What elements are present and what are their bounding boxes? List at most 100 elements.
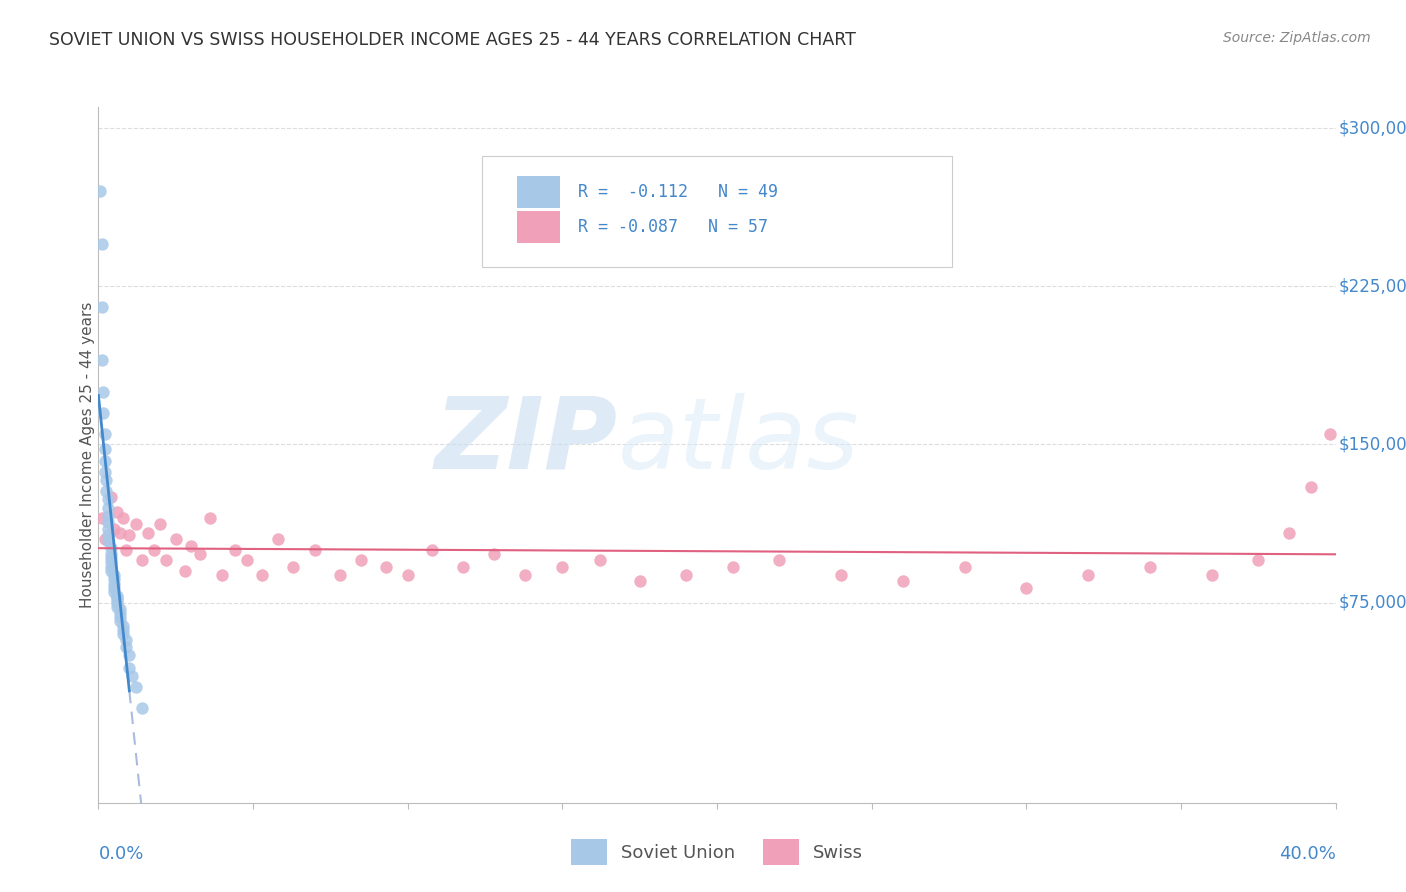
Point: [115, 542, 138, 557]
Point: [93, 442, 115, 456]
Point: [252, 568, 274, 582]
Point: [224, 542, 246, 557]
Point: [105, 593, 128, 607]
Text: R =  -0.112   N = 49: R = -0.112 N = 49: [578, 183, 779, 201]
Point: [551, 559, 574, 574]
Point: [675, 568, 697, 582]
Point: [1201, 568, 1223, 582]
Point: [375, 559, 398, 574]
Point: [103, 585, 125, 599]
Point: [118, 528, 141, 542]
Point: [93, 426, 115, 441]
Point: [1247, 553, 1270, 567]
Point: [267, 533, 290, 547]
Point: [90, 301, 112, 315]
Point: [108, 606, 131, 620]
Point: [165, 533, 187, 547]
Text: 0.0%: 0.0%: [98, 845, 143, 863]
Point: [1015, 581, 1038, 595]
Point: [236, 553, 259, 567]
Point: [515, 568, 537, 582]
Point: [721, 559, 744, 574]
Point: [100, 551, 122, 566]
Point: [1077, 568, 1099, 582]
Point: [588, 553, 610, 567]
Point: [105, 599, 128, 614]
Point: [124, 680, 146, 694]
Point: [396, 568, 419, 582]
Y-axis label: Householder Income Ages 25 - 44 years: Householder Income Ages 25 - 44 years: [80, 301, 94, 608]
Point: [108, 615, 131, 629]
Point: [422, 542, 444, 557]
Point: [105, 591, 128, 606]
Point: [91, 406, 114, 420]
Point: [105, 589, 128, 603]
Point: [97, 509, 120, 524]
Text: R = -0.087   N = 57: R = -0.087 N = 57: [578, 218, 769, 235]
Point: [112, 623, 135, 637]
Point: [100, 559, 122, 574]
Point: [90, 237, 112, 252]
Point: [103, 572, 125, 586]
Text: atlas: atlas: [619, 392, 859, 490]
Point: [97, 528, 120, 542]
Point: [283, 559, 305, 574]
Point: [89, 185, 111, 199]
Point: [174, 564, 197, 578]
Point: [131, 701, 153, 715]
Point: [1278, 525, 1301, 540]
Text: $225,000: $225,000: [1339, 277, 1406, 295]
Point: [108, 610, 131, 624]
Legend: Soviet Union, Swiss: Soviet Union, Swiss: [562, 830, 872, 874]
Point: [112, 627, 135, 641]
Text: Source: ZipAtlas.com: Source: ZipAtlas.com: [1223, 31, 1371, 45]
Point: [103, 581, 125, 595]
Point: [149, 517, 172, 532]
Point: [350, 553, 373, 567]
Point: [131, 553, 153, 567]
Point: [91, 384, 114, 399]
Point: [105, 505, 128, 519]
Point: [100, 564, 122, 578]
Point: [484, 547, 506, 561]
Point: [1319, 426, 1341, 441]
Point: [96, 473, 118, 487]
Point: [329, 568, 352, 582]
Point: [190, 547, 212, 561]
Point: [180, 539, 202, 553]
Point: [100, 490, 122, 504]
Point: [100, 541, 122, 555]
Point: [953, 559, 976, 574]
Point: [118, 661, 141, 675]
Text: ZIP: ZIP: [434, 392, 619, 490]
Point: [124, 517, 146, 532]
Point: [93, 533, 115, 547]
Point: [155, 553, 177, 567]
Point: [112, 511, 135, 525]
Point: [100, 556, 122, 570]
Point: [103, 576, 125, 591]
Point: [115, 640, 138, 654]
Point: [100, 547, 122, 561]
Point: [90, 511, 112, 525]
Point: [136, 525, 159, 540]
Point: [830, 568, 852, 582]
Point: [96, 483, 118, 498]
Text: $75,000: $75,000: [1339, 593, 1406, 612]
Point: [97, 516, 120, 530]
Point: [97, 500, 120, 515]
Text: 40.0%: 40.0%: [1279, 845, 1336, 863]
Point: [1139, 559, 1161, 574]
Point: [304, 542, 326, 557]
Point: [891, 574, 914, 589]
Bar: [516, 177, 560, 208]
Point: [211, 568, 233, 582]
Point: [768, 553, 790, 567]
Point: [112, 618, 135, 632]
Point: [97, 534, 120, 549]
FancyBboxPatch shape: [482, 156, 952, 267]
Point: [97, 492, 120, 507]
Point: [108, 525, 131, 540]
Text: SOVIET UNION VS SWISS HOUSEHOLDER INCOME AGES 25 - 44 YEARS CORRELATION CHART: SOVIET UNION VS SWISS HOUSEHOLDER INCOME…: [49, 31, 856, 49]
Point: [628, 574, 651, 589]
